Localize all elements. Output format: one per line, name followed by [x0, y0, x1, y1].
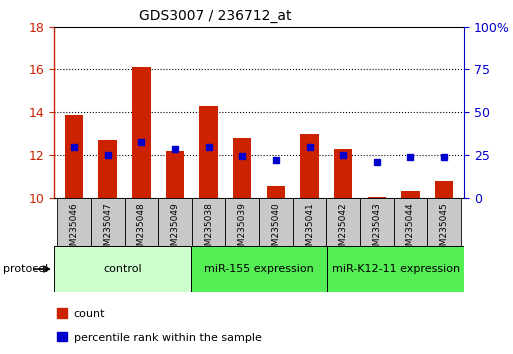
Text: GSM235042: GSM235042 [339, 202, 348, 257]
Text: percentile rank within the sample: percentile rank within the sample [74, 332, 262, 343]
Bar [57, 308, 67, 318]
Text: GSM235045: GSM235045 [440, 202, 448, 257]
Bar [393, 198, 427, 246]
Text: control: control [103, 264, 142, 274]
Bar [334, 149, 352, 198]
Bar [401, 191, 420, 198]
Bar [125, 198, 158, 246]
Bar [233, 138, 251, 198]
Bar [54, 246, 191, 292]
Bar [327, 246, 464, 292]
Text: GSM235038: GSM235038 [204, 202, 213, 257]
Bar [293, 198, 326, 246]
Bar [91, 198, 125, 246]
Text: GSM235041: GSM235041 [305, 202, 314, 257]
Bar [200, 106, 218, 198]
Text: protocol: protocol [3, 264, 48, 274]
Text: miR-155 expression: miR-155 expression [204, 264, 314, 274]
Text: GSM235046: GSM235046 [70, 202, 78, 257]
Bar [225, 198, 259, 246]
Bar [326, 198, 360, 246]
Bar [267, 187, 285, 198]
Bar [57, 198, 91, 246]
Bar [158, 198, 192, 246]
Text: GDS3007 / 236712_at: GDS3007 / 236712_at [139, 9, 292, 23]
Text: GSM235049: GSM235049 [170, 202, 180, 257]
Bar [65, 115, 83, 198]
Bar [57, 331, 67, 341]
Text: count: count [74, 309, 105, 320]
Bar [367, 197, 386, 198]
Bar [435, 181, 453, 198]
Bar [166, 151, 184, 198]
Text: GSM235039: GSM235039 [238, 202, 247, 257]
Bar [98, 140, 117, 198]
Bar [192, 198, 225, 246]
Bar [427, 198, 461, 246]
Text: GSM235043: GSM235043 [372, 202, 381, 257]
Bar [360, 198, 393, 246]
Text: miR-K12-11 expression: miR-K12-11 expression [332, 264, 460, 274]
Bar [259, 198, 293, 246]
Bar [132, 67, 151, 198]
Bar [300, 134, 319, 198]
Text: GSM235047: GSM235047 [103, 202, 112, 257]
Text: GSM235048: GSM235048 [137, 202, 146, 257]
Text: GSM235040: GSM235040 [271, 202, 281, 257]
Text: GSM235044: GSM235044 [406, 202, 415, 257]
Bar [191, 246, 327, 292]
